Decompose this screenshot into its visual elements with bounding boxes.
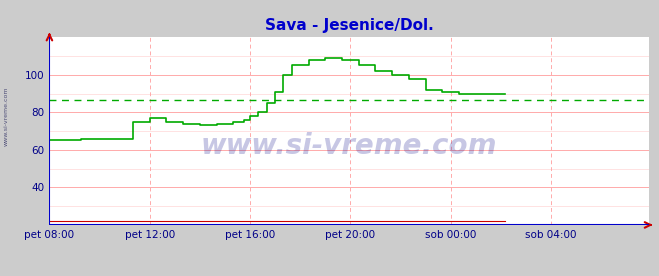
Title: Sava - Jesenice/Dol.: Sava - Jesenice/Dol. [265, 18, 434, 33]
Text: www.si-vreme.com: www.si-vreme.com [4, 86, 9, 146]
Text: www.si-vreme.com: www.si-vreme.com [201, 132, 498, 160]
